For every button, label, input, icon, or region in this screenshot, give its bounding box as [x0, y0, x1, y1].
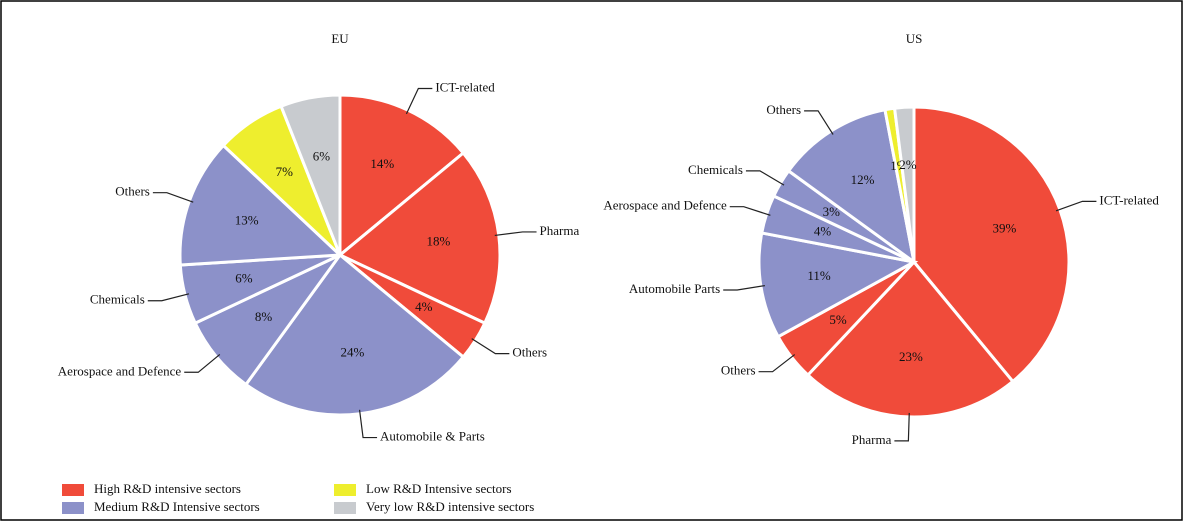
value-label: 3%	[823, 204, 841, 219]
value-label: 14%	[370, 156, 394, 171]
pie-slice	[892, 105, 916, 263]
value-label: 7%	[276, 164, 294, 179]
legend-swatch	[62, 502, 84, 514]
category-label: Pharma	[852, 432, 892, 447]
category-label: Others	[512, 345, 547, 360]
pie-slice	[279, 93, 342, 256]
legend-swatch	[62, 484, 84, 496]
chart-title: EU	[331, 31, 349, 46]
leader-line	[405, 87, 433, 115]
category-label: Chemicals	[688, 162, 743, 177]
leader-line	[471, 338, 510, 355]
leader-line	[358, 409, 378, 439]
category-label: Others	[766, 102, 801, 117]
leader-line	[152, 192, 194, 203]
category-label: Chemicals	[90, 292, 145, 307]
value-label: 18%	[426, 234, 450, 249]
leader-line	[804, 110, 834, 135]
legend-label: Very low R&D intensive sectors	[366, 499, 534, 514]
category-label: Automobile Parts	[629, 281, 720, 296]
legend-label: Low R&D Intensive sectors	[366, 481, 512, 496]
value-label: 11%	[807, 268, 831, 283]
legend-swatch	[334, 484, 356, 496]
category-label: Aerospace and Defence	[603, 198, 727, 213]
category-label: Automobile & Parts	[380, 429, 485, 444]
value-label: 39%	[992, 220, 1016, 235]
category-label: ICT-related	[435, 79, 495, 94]
value-label: 6%	[313, 149, 331, 164]
leader-line	[147, 293, 190, 302]
value-label: 6%	[235, 271, 253, 286]
category-label: Others	[721, 363, 756, 378]
value-label: 12%	[851, 172, 875, 187]
value-label: 13%	[235, 212, 259, 227]
leader-line	[745, 170, 785, 186]
value-label: 2%	[899, 157, 917, 172]
leader-line	[494, 231, 537, 237]
value-label: 4%	[415, 299, 433, 314]
leader-line	[894, 412, 910, 442]
legend-swatch	[334, 502, 356, 514]
value-label: 24%	[341, 344, 365, 359]
chart-title: US	[906, 31, 923, 46]
category-label: ICT-related	[1099, 192, 1159, 207]
value-label: 5%	[829, 312, 847, 327]
category-label: Others	[115, 184, 150, 199]
leader-line	[723, 285, 765, 291]
legend-label: Medium R&D Intensive sectors	[94, 499, 260, 514]
leader-line	[729, 206, 771, 216]
legend-label: High R&D intensive sectors	[94, 481, 241, 496]
value-label: 4%	[814, 223, 832, 238]
category-label: Aerospace and Defence	[58, 363, 182, 378]
category-label: Pharma	[540, 223, 580, 238]
leader-line	[758, 354, 796, 373]
value-label: 23%	[899, 349, 923, 364]
leader-line	[1055, 200, 1097, 212]
leader-line	[184, 353, 221, 373]
value-label: 8%	[255, 309, 273, 324]
